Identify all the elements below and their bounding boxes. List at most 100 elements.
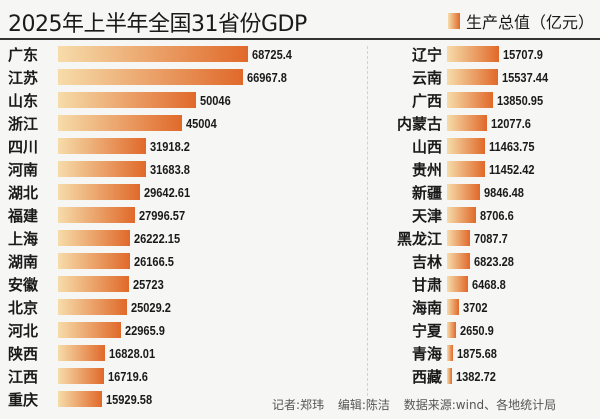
bar (58, 115, 183, 131)
province-label: 湖北 (8, 183, 39, 202)
footer: 记者:郑玮 编辑:陈洁 数据来源:wind、各地统计局 (272, 396, 566, 413)
value-label: 11463.75 (488, 138, 535, 154)
province-label: 宁夏 (411, 321, 442, 340)
bar (58, 391, 103, 407)
bar-row: 广东 68725.4 (8, 45, 299, 64)
bar (447, 161, 485, 177)
province-label: 河南 (8, 160, 39, 179)
province-label: 浙江 (8, 114, 39, 133)
value-label: 1875.68 (457, 345, 498, 361)
bar-row: 湖北 29642.61 (8, 183, 198, 202)
bar-row: 海南 3702 (380, 298, 492, 317)
bar (58, 138, 147, 154)
bar (58, 253, 131, 269)
bar-row: 贵州 11452.42 (380, 160, 542, 179)
province-label: 山东 (8, 91, 39, 110)
value-label: 25029.2 (131, 299, 172, 315)
value-label: 29642.61 (143, 184, 191, 200)
bar-row: 吉林 6823.28 (380, 252, 521, 271)
value-label: 12077.6 (490, 115, 531, 131)
data-source: 数据来源:wind、各地统计局 (403, 398, 557, 412)
bar-row: 辽宁 15707.9 (380, 45, 550, 64)
value-label: 6823.28 (473, 253, 514, 269)
bar-row: 江苏 66967.8 (8, 68, 294, 87)
bar (58, 230, 131, 246)
bar-row: 上海 26222.15 (8, 229, 189, 248)
province-label: 吉林 (411, 252, 442, 271)
value-label: 26222.15 (134, 230, 181, 246)
bar-row: 福建 27996.57 (8, 206, 194, 225)
value-label: 31683.8 (149, 161, 190, 177)
province-label: 辽宁 (411, 45, 442, 64)
province-label: 江西 (8, 367, 39, 386)
bar (58, 46, 248, 62)
bar-row: 西藏 1382.72 (380, 367, 503, 386)
province-label: 重庆 (8, 390, 39, 409)
province-label: 天津 (411, 206, 442, 225)
value-label: 11452.42 (488, 161, 535, 177)
value-label: 6468.8 (472, 276, 507, 292)
value-label: 16719.6 (108, 368, 149, 384)
province-label: 陕西 (8, 344, 39, 363)
value-label: 26166.5 (134, 253, 175, 269)
value-label: 31918.2 (150, 138, 191, 154)
bar-row: 新疆 9846.48 (380, 183, 531, 202)
value-label: 50046 (200, 92, 232, 108)
province-label: 河北 (8, 321, 39, 340)
value-label: 45004 (186, 115, 218, 131)
bar (447, 253, 470, 269)
bar (447, 345, 454, 361)
province-label: 甘肃 (411, 275, 442, 294)
bar-row: 重庆 15929.58 (8, 390, 160, 409)
value-label: 15707.9 (503, 46, 543, 62)
bar-row: 山东 50046 (8, 91, 237, 110)
bar (447, 230, 471, 246)
bar-row: 浙江 45004 (8, 114, 223, 133)
value-label: 7087.7 (474, 230, 509, 246)
column-divider (367, 46, 368, 396)
value-label: 16828.01 (108, 345, 155, 361)
value-label: 66967.8 (247, 69, 288, 85)
province-label: 西藏 (411, 367, 442, 386)
legend-swatch (447, 13, 460, 29)
value-label: 25723 (133, 276, 164, 292)
province-label: 湖南 (8, 252, 39, 271)
bar-row: 河南 31683.8 (8, 160, 197, 179)
legend: 生产总值（亿元） (447, 9, 594, 33)
value-label: 13850.95 (496, 92, 543, 108)
bar-row: 山西 11463.75 (380, 137, 542, 156)
bar (447, 115, 487, 131)
value-label: 22965.9 (125, 322, 166, 338)
value-label: 15929.58 (106, 391, 153, 407)
value-label: 27996.57 (139, 207, 186, 223)
bar-row: 云南 15537.44 (380, 68, 557, 87)
bar (58, 69, 244, 85)
bar-row: 内蒙古 12077.6 (380, 114, 538, 133)
bar (447, 46, 499, 62)
bar (447, 138, 485, 154)
bar (58, 345, 105, 361)
province-label: 安徽 (8, 275, 39, 294)
bar (58, 276, 130, 292)
province-label: 山西 (411, 137, 442, 156)
editor-credit: 编辑:陈洁 (337, 398, 390, 412)
bar-row: 安徽 25723 (8, 275, 169, 294)
province-label: 广东 (8, 45, 39, 64)
bar (447, 299, 460, 315)
bar (58, 161, 146, 177)
value-label: 9846.48 (483, 184, 524, 200)
bar (447, 276, 469, 292)
province-label: 黑龙江 (396, 229, 442, 248)
bar-row: 广西 13850.95 (380, 91, 551, 110)
province-label: 新疆 (411, 183, 442, 202)
bar (447, 69, 499, 85)
value-label: 2650.9 (459, 322, 494, 338)
province-label: 云南 (411, 68, 442, 87)
bar (447, 322, 456, 338)
value-label: 8706.6 (479, 207, 514, 223)
province-label: 福建 (8, 206, 39, 225)
province-label: 青海 (411, 344, 442, 363)
value-label: 1382.72 (455, 368, 496, 384)
title-rule (0, 38, 600, 40)
province-label: 上海 (8, 229, 39, 248)
